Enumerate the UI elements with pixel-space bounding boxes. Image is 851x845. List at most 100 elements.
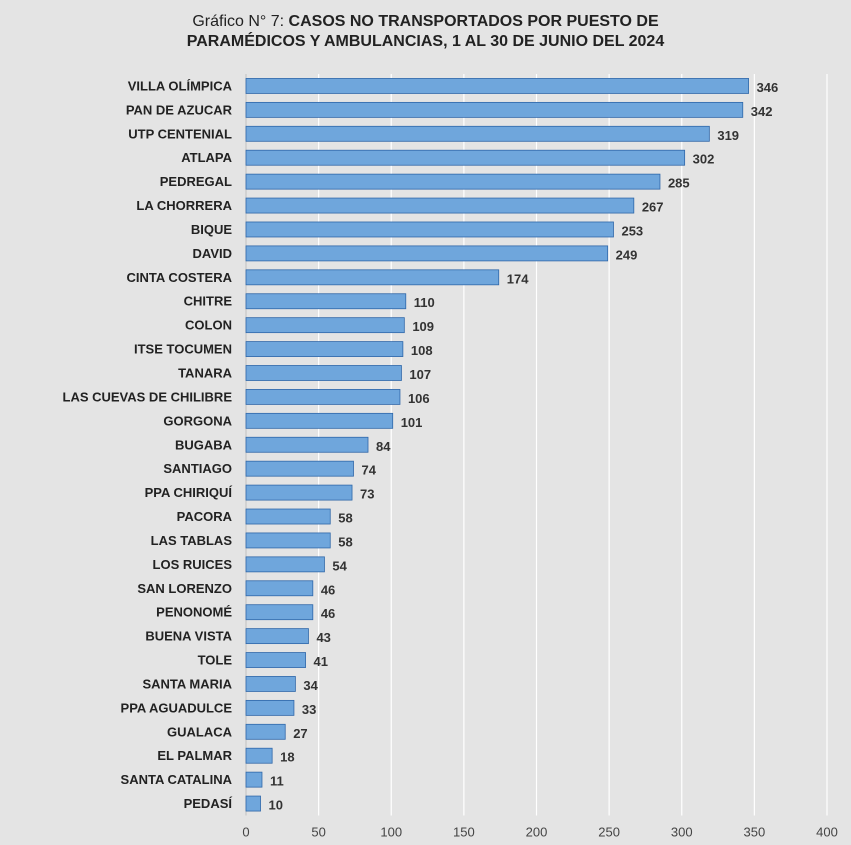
category-label-19: PACORA	[177, 509, 233, 524]
category-label-24: BUENA VISTA	[145, 629, 232, 644]
data-label-26: 34	[303, 678, 318, 693]
category-label-26: SANTA MARIA	[142, 676, 232, 691]
x-tick-label-400: 400	[816, 825, 838, 840]
category-label-31: PEDASÍ	[184, 796, 233, 811]
data-label-4: 302	[693, 152, 715, 167]
data-label-31: 10	[269, 798, 283, 813]
data-label-6: 267	[642, 200, 664, 215]
x-tick-label-100: 100	[380, 825, 402, 840]
data-label-7: 253	[621, 223, 643, 238]
bar-23	[245, 604, 314, 621]
data-label-2: 342	[751, 104, 773, 119]
data-label-24: 43	[316, 630, 330, 645]
data-label-29: 18	[280, 750, 294, 765]
bar-10	[245, 293, 407, 310]
category-label-17: SANTIAGO	[163, 461, 232, 476]
data-label-23: 46	[321, 606, 335, 621]
data-label-30: 11	[270, 774, 284, 789]
bar-21	[245, 556, 325, 573]
bar-30	[245, 771, 263, 788]
chart-title: Gráfico N° 7: CASOS NO TRANSPORTADOS POR…	[0, 12, 851, 52]
data-label-21: 54	[332, 558, 347, 573]
bar-16	[245, 436, 369, 453]
data-label-22: 46	[321, 582, 335, 597]
bar-4	[245, 149, 686, 166]
bar-1	[245, 78, 749, 94]
category-label-12: ITSE TOCUMEN	[134, 342, 232, 357]
bar-26	[245, 676, 296, 692]
category-label-28: GUALACA	[167, 724, 233, 739]
x-tick-label-0: 0	[242, 825, 249, 840]
bar-9	[245, 269, 500, 286]
data-label-28: 27	[293, 726, 307, 741]
data-label-25: 41	[314, 654, 328, 669]
category-label-15: GORGONA	[163, 413, 232, 428]
category-label-2: PAN DE AZUCAR	[126, 102, 233, 117]
x-tick-label-200: 200	[526, 825, 548, 840]
category-label-14: LAS CUEVAS DE CHILIBRE	[63, 389, 233, 404]
bar-15	[245, 412, 394, 429]
category-label-29: EL PALMAR	[157, 748, 232, 763]
bar-6	[245, 197, 635, 214]
x-tick-label-150: 150	[453, 825, 475, 840]
data-label-13: 107	[409, 367, 431, 382]
data-label-11: 109	[412, 319, 434, 334]
bar-17	[245, 460, 354, 477]
bar-11	[245, 317, 405, 334]
category-label-1: VILLA OLÍMPICA	[128, 78, 233, 93]
data-label-20: 58	[338, 534, 352, 549]
bar-2	[245, 101, 744, 118]
data-label-17: 74	[361, 463, 376, 478]
data-label-16: 84	[376, 439, 391, 454]
x-tick-label-300: 300	[671, 825, 693, 840]
category-label-21: LOS RUICES	[153, 557, 233, 572]
bar-18	[245, 484, 353, 501]
category-label-25: TOLE	[198, 653, 233, 668]
bar-5	[245, 173, 661, 190]
bar-20	[245, 532, 331, 549]
category-label-30: SANTA CATALINA	[121, 772, 233, 787]
data-label-8: 249	[616, 247, 638, 262]
bar-28	[245, 723, 286, 740]
category-label-11: COLON	[185, 318, 232, 333]
category-label-10: CHITRE	[184, 294, 233, 309]
bar-12	[245, 341, 404, 357]
data-label-1: 346	[757, 80, 779, 95]
category-label-20: LAS TABLAS	[151, 533, 233, 548]
category-label-6: LA CHORRERA	[136, 198, 232, 213]
chart-title-line-2: PARAMÉDICOS Y AMBULANCIAS, 1 AL 30 DE JU…	[186, 33, 665, 50]
bar-31	[245, 795, 261, 812]
data-label-10: 110	[414, 295, 435, 310]
category-label-22: SAN LORENZO	[137, 581, 232, 596]
data-label-12: 108	[411, 343, 433, 358]
category-label-5: PEDREGAL	[160, 174, 232, 189]
data-label-15: 101	[401, 415, 423, 430]
data-label-5: 285	[668, 176, 690, 191]
chart-title-prefix: Gráfico N° 7:	[192, 13, 289, 30]
category-label-3: UTP CENTENIAL	[128, 126, 232, 141]
category-label-8: DAVID	[193, 246, 232, 261]
bar-14	[245, 389, 401, 405]
chart-title-main: CASOS NO TRANSPORTADOS POR PUESTO DE	[288, 13, 659, 30]
bar-24	[245, 628, 309, 645]
bar-19	[245, 508, 331, 525]
chart-title-line-1: Gráfico N° 7: CASOS NO TRANSPORTADOS POR…	[0, 12, 851, 32]
bar-13	[245, 365, 402, 381]
x-tick-label-350: 350	[744, 825, 766, 840]
category-label-18: PPA CHIRIQUÍ	[145, 485, 233, 500]
category-label-7: BIQUE	[191, 222, 233, 237]
category-label-23: PENONOMÉ	[156, 605, 232, 620]
data-label-18: 73	[360, 487, 374, 502]
bar-25	[245, 652, 306, 668]
category-label-4: ATLAPA	[181, 150, 232, 165]
category-label-13: TANARA	[178, 366, 233, 381]
data-label-3: 319	[717, 128, 739, 143]
category-label-27: PPA AGUADULCE	[121, 700, 233, 715]
x-tick-label-250: 250	[598, 825, 620, 840]
bar-27	[245, 699, 295, 716]
bar-22	[245, 580, 314, 597]
bar-7	[245, 221, 614, 238]
data-label-14: 106	[408, 391, 430, 406]
